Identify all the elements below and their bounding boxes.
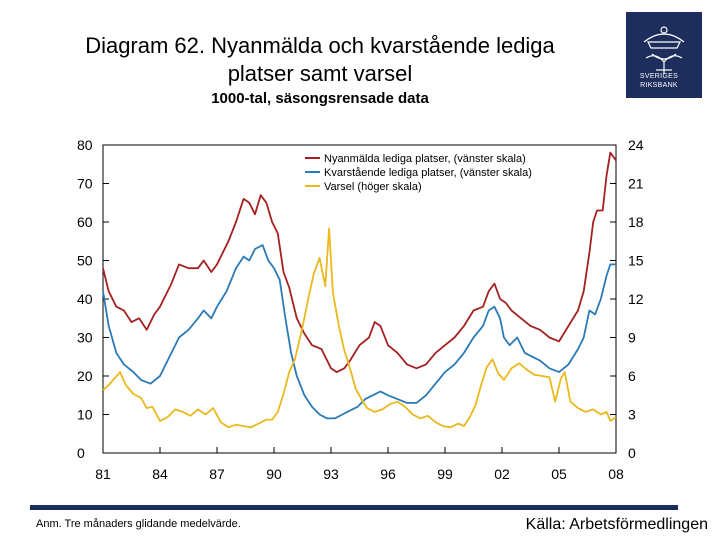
legend: Nyanmälda lediga platser, (vänster skala… [305,153,532,193]
left-tick-label-70: 70 [77,176,93,192]
plot-area [102,144,617,454]
bottom-rule [30,505,678,510]
logo-text: SVERIGES RIKSBANK [624,72,694,90]
x-tick-label-99: 99 [437,466,453,482]
right-tick-label-24: 24 [628,137,644,153]
legend-label-2: Kvarstående lediga platser, (vänster ska… [324,167,532,179]
left-tick-label-80: 80 [77,137,93,153]
left-tick-label-60: 60 [77,214,93,230]
source-note: Källa: Arbetsförmedlingen [525,516,708,533]
right-tick-label-21: 21 [628,176,644,192]
x-tick-label-02: 02 [494,466,510,482]
x-tick-label-81: 81 [95,466,111,482]
chart-title-line2: platser samt varsel [227,61,413,86]
x-tick-label-93: 93 [323,466,339,482]
right-tick-label-9: 9 [628,330,636,346]
left-tick-label-40: 40 [77,291,93,307]
left-y-axis: 0 10 20 30 40 50 60 70 80 [77,137,109,461]
crown-icon [643,26,685,74]
x-axis: 81 84 87 90 93 96 99 02 05 08 [95,447,624,482]
logo-background [626,12,702,98]
x-tick-label-87: 87 [209,466,225,482]
left-tick-label-10: 10 [77,407,93,423]
right-tick-label-0: 0 [628,445,636,461]
left-tick-label-50: 50 [77,253,93,269]
legend-label-3: Varsel (höger skala) [324,181,422,193]
right-tick-label-3: 3 [628,407,636,423]
chart-title: Diagram 62. Nyanmälda och kvarstående le… [30,32,610,88]
x-tick-label-08: 08 [608,466,624,482]
left-tick-label-0: 0 [77,445,85,461]
left-tick-label-30: 30 [77,330,93,346]
riksbank-logo [626,12,702,98]
series-line-2 [102,244,616,420]
logo-line1: SVERIGES [639,73,679,80]
legend-label-1: Nyanmälda lediga platser, (vänster skala… [324,153,526,165]
series-line-1 [102,151,617,374]
logo-line2: RIKSBANK [640,82,678,89]
x-tick-label-84: 84 [152,466,168,482]
right-tick-label-12: 12 [628,291,644,307]
x-tick-label-90: 90 [266,466,282,482]
x-tick-label-96: 96 [380,466,396,482]
right-tick-label-6: 6 [628,368,636,384]
right-y-axis: 0 3 6 9 12 15 18 21 24 [610,137,644,461]
x-tick-label-05: 05 [551,466,567,482]
right-tick-label-15: 15 [628,253,644,269]
right-tick-label-18: 18 [628,214,644,230]
chart-subtitle: 1000-tal, säsongsrensade data [211,90,429,107]
left-tick-label-20: 20 [77,368,93,384]
footnote: Anm. Tre månaders glidande medelvärde. [36,518,241,530]
chart-title-line1: Diagram 62. Nyanmälda och kvarstående le… [85,33,555,58]
series-lines [102,151,617,429]
series-line-3 [102,227,617,429]
